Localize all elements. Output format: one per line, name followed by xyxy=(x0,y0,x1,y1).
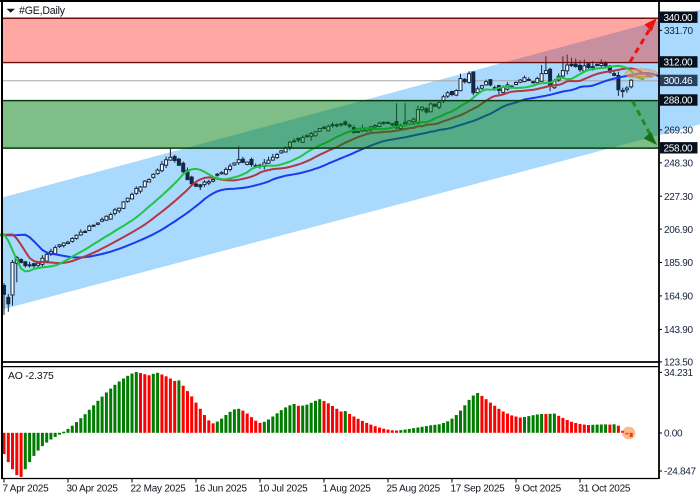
svg-text:34.231: 34.231 xyxy=(664,368,694,379)
svg-text:25 Aug 2025: 25 Aug 2025 xyxy=(387,484,441,495)
svg-text:7 Apr 2025: 7 Apr 2025 xyxy=(3,484,50,495)
svg-text:312.00: 312.00 xyxy=(664,58,694,69)
svg-text:30 Apr 2025: 30 Apr 2025 xyxy=(67,484,119,495)
svg-text:227.30: 227.30 xyxy=(664,192,694,203)
svg-text:300.46: 300.46 xyxy=(664,76,694,87)
svg-text:331.70: 331.70 xyxy=(664,26,694,37)
svg-text:16 Jun 2025: 16 Jun 2025 xyxy=(195,484,248,495)
svg-text:10 Jul 2025: 10 Jul 2025 xyxy=(259,484,309,495)
svg-text:1 Aug 2025: 1 Aug 2025 xyxy=(323,484,372,495)
svg-text:143.90: 143.90 xyxy=(664,325,694,336)
svg-text:269.30: 269.30 xyxy=(664,126,694,137)
svg-text:248.30: 248.30 xyxy=(664,159,694,170)
svg-text:17 Sep 2025: 17 Sep 2025 xyxy=(451,484,506,495)
svg-text:123.50: 123.50 xyxy=(664,358,694,369)
svg-text:0.00: 0.00 xyxy=(664,429,683,440)
svg-text:#GE,Daily: #GE,Daily xyxy=(19,5,66,17)
svg-text:22 May 2025: 22 May 2025 xyxy=(131,484,187,495)
svg-text:288.00: 288.00 xyxy=(664,96,694,107)
svg-text:31 Oct 2025: 31 Oct 2025 xyxy=(579,484,631,495)
svg-text:206.90: 206.90 xyxy=(664,225,694,236)
svg-text:-24.847: -24.847 xyxy=(664,467,697,478)
svg-text:258.00: 258.00 xyxy=(664,143,694,154)
svg-text:340.00: 340.00 xyxy=(664,13,694,24)
svg-text:185.90: 185.90 xyxy=(664,258,694,269)
svg-text:9 Oct 2025: 9 Oct 2025 xyxy=(515,484,562,495)
svg-text:164.90: 164.90 xyxy=(664,292,694,303)
svg-text:AO -2.375: AO -2.375 xyxy=(8,371,54,382)
